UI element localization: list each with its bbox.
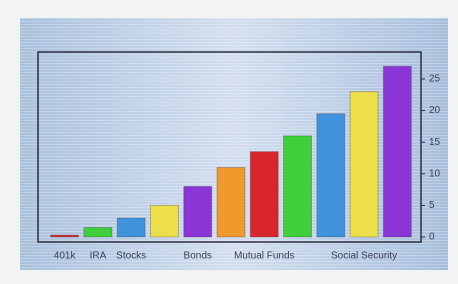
y-tick-label: 15 <box>429 137 441 148</box>
y-tick-label: 25 <box>429 74 441 85</box>
y-tick-label: 10 <box>429 168 441 179</box>
bar <box>217 167 245 237</box>
bar <box>284 136 312 237</box>
x-tick-label: 401k <box>54 251 77 262</box>
bar <box>184 186 212 237</box>
bar <box>150 205 178 237</box>
y-tick-label: 5 <box>429 200 435 211</box>
bar <box>84 228 112 237</box>
bar <box>350 92 378 237</box>
x-tick-label: Stocks <box>116 251 146 262</box>
y-tick-label: 20 <box>429 105 441 116</box>
page: 0 5 10 15 20 25 401k IRA Stocks Bonds Mutual Funds… <box>0 0 458 284</box>
x-tick-label: Mutual Funds <box>234 251 295 262</box>
bar <box>383 66 411 237</box>
bar <box>250 152 278 237</box>
bar <box>317 114 345 237</box>
x-tick-label: Social Security <box>331 251 397 262</box>
y-tick-label: 0 <box>429 232 435 243</box>
x-tick-label: IRA <box>90 251 107 262</box>
bar <box>117 218 145 237</box>
bar <box>51 235 79 237</box>
x-tick-label: Bonds <box>184 251 212 262</box>
chart: 0 5 10 15 20 25 401k IRA Stocks Bonds Mutual Funds… <box>0 0 458 284</box>
